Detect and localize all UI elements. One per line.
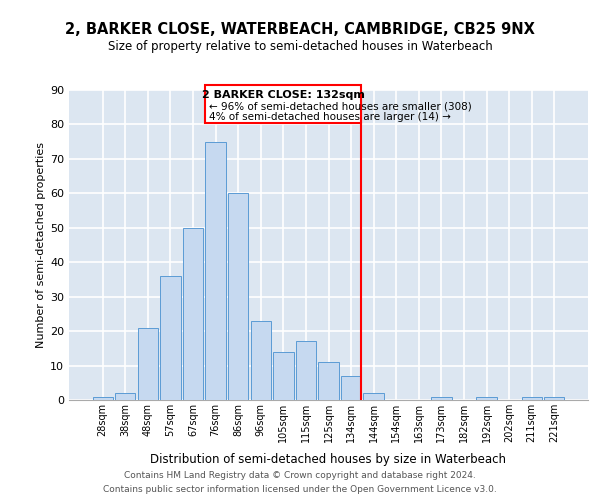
FancyBboxPatch shape (205, 85, 361, 122)
Bar (115, 393, 136, 400)
X-axis label: Distribution of semi-detached houses by size in Waterbeach: Distribution of semi-detached houses by … (151, 454, 506, 466)
Bar (296, 342, 316, 400)
Bar (228, 194, 248, 400)
Text: 2 BARKER CLOSE: 132sqm: 2 BARKER CLOSE: 132sqm (202, 90, 365, 100)
Bar (205, 142, 226, 400)
Text: Contains HM Land Registry data © Crown copyright and database right 2024.: Contains HM Land Registry data © Crown c… (124, 472, 476, 480)
Bar (521, 396, 542, 400)
Bar (138, 328, 158, 400)
Bar (160, 276, 181, 400)
Text: 2, BARKER CLOSE, WATERBEACH, CAMBRIDGE, CB25 9NX: 2, BARKER CLOSE, WATERBEACH, CAMBRIDGE, … (65, 22, 535, 38)
Bar (341, 376, 361, 400)
Text: Contains public sector information licensed under the Open Government Licence v3: Contains public sector information licen… (103, 486, 497, 494)
Bar (476, 396, 497, 400)
Bar (251, 321, 271, 400)
Text: ← 96% of semi-detached houses are smaller (308): ← 96% of semi-detached houses are smalle… (209, 102, 472, 112)
Bar (364, 393, 384, 400)
Bar (544, 396, 565, 400)
Bar (92, 396, 113, 400)
Text: Size of property relative to semi-detached houses in Waterbeach: Size of property relative to semi-detach… (107, 40, 493, 53)
Bar (273, 352, 293, 400)
Bar (431, 396, 452, 400)
Bar (183, 228, 203, 400)
Y-axis label: Number of semi-detached properties: Number of semi-detached properties (36, 142, 46, 348)
Text: 4% of semi-detached houses are larger (14) →: 4% of semi-detached houses are larger (1… (209, 112, 451, 122)
Bar (319, 362, 338, 400)
